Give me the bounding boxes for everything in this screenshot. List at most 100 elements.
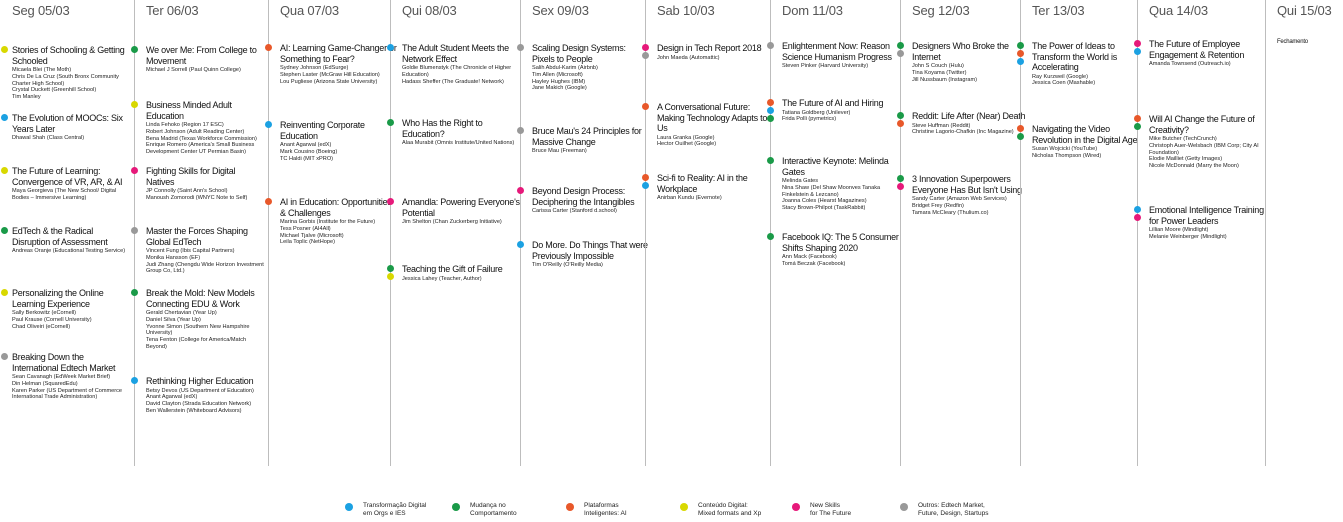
session-title: Will AI Change the Future of Creativity? [1149, 114, 1255, 135]
session: The Future of Employee Engagement & Rete… [1149, 39, 1267, 68]
session: Amandla: Powering Everyone's Potential Ji… [402, 197, 520, 226]
session: A Conversational Future: Making Technolo… [657, 102, 775, 148]
session: Break the Mold: New Models Connecting ED… [146, 288, 264, 351]
category-dot [265, 121, 272, 128]
speakers: Sandy Carter (Amazon Web Services) Bridge… [912, 196, 1030, 216]
speaker: Melanie Weinberger (Mindlight) [1149, 233, 1227, 240]
session-title: Teaching the Gift of Failure [402, 264, 503, 274]
category-dot [897, 175, 904, 182]
speaker: Tatiana Goldberg (Unilever) [782, 109, 851, 116]
category-dot [1, 46, 8, 53]
legend-line: Plataformas [584, 502, 619, 509]
session: Reddit: Life After (Near) Death Steve Huf… [912, 111, 1030, 136]
speakers: Dhawal Shah (Class Central) [12, 135, 130, 142]
legend-dot [680, 503, 688, 511]
legend-label: New Skills for The Future [810, 502, 851, 518]
speaker: Goldie Blumenstyk (The Chronicle of High… [402, 65, 512, 78]
session: Who Has the Right to Education? Alaa Mura… [402, 118, 520, 147]
speakers: Tatiana Goldberg (Unilever) Frida Polli (… [782, 110, 900, 124]
category-dot [767, 115, 774, 122]
speaker: Tess Posner (AI4All) [280, 225, 331, 232]
speaker: Tim Manley [12, 94, 41, 101]
session-title: Reddit: Life After (Near) Death [912, 111, 1026, 121]
speaker: Ray Kurzweil (Google) [1032, 73, 1088, 80]
speakers: Steve Huffman (Reddit) Christine Lagorio-… [912, 123, 1030, 137]
category-dot [897, 42, 904, 49]
session-title: Facebook IQ: The 5 Consumer Shifts Shapi… [782, 232, 899, 253]
session-title: Master the Forces Shaping Global EdTech [146, 226, 248, 247]
speaker: Crystal Duckett (Greenhill School) [12, 87, 97, 94]
speakers: Betsy Devos (US Department of Education)… [146, 388, 264, 415]
session-title: We over Me: From College to Movement [146, 45, 257, 66]
category-dot [131, 289, 138, 296]
speakers: Carissa Carter (Stanford d.school) [532, 208, 650, 215]
category-dot [1017, 50, 1024, 57]
day-header: Ter 13/03 [1032, 3, 1085, 18]
session-title: Emotional Intelligence Training for Powe… [1149, 205, 1264, 226]
speakers: John Maeda (Automattic) [657, 55, 775, 62]
speaker: Tena Fenton (College for America/Match B… [146, 337, 247, 350]
session-title: Enlightenment Now: Reason Science Humani… [782, 41, 892, 62]
legend-line: Mixed formats and Xp [698, 510, 762, 517]
speaker: Tim Allen (Microsoft) [532, 71, 583, 78]
speaker: Tomá Beczak (Facebook) [782, 260, 846, 267]
category-dot [642, 103, 649, 110]
column-divider [520, 0, 521, 466]
speaker: Nicholas Thompson (Wired) [1032, 152, 1102, 159]
speaker: Salih Abdul-Karim (Airbnb) [532, 65, 598, 71]
speaker: Hayley Hughes (IBM) [532, 78, 586, 85]
session-title: Scaling Design Systems: Pixels to People [532, 43, 626, 64]
session-title: The Future of Learning: Convergence of V… [12, 166, 123, 187]
session: The Adult Student Meets the Network Effe… [402, 43, 520, 85]
column-divider [268, 0, 269, 466]
session-title: The Evolution of MOOCs: Six Years Later [12, 113, 123, 134]
session: The Evolution of MOOCs: Six Years Later D… [12, 113, 130, 142]
session-title: 3 Innovation Superpowers Everyone Has Bu… [912, 174, 1022, 195]
speaker: Christine Lagorio-Chafkin (Inc Magazine) [912, 129, 1014, 136]
column-divider [1265, 0, 1266, 466]
speaker: Michael J Sorrell (Paul Quinn College) [146, 67, 241, 73]
speakers: Jim Shelton (Chan Zuckerberg Initiative) [402, 219, 520, 226]
day-header: Qua 07/03 [280, 3, 339, 18]
speaker: Laura Granka (Google) [657, 134, 715, 141]
speaker: Gerald Chertavian (Year Up) [146, 310, 217, 316]
session-title: Interactive Keynote: Melinda Gates [782, 156, 889, 177]
session: Will AI Change the Future of Creativity?… [1149, 114, 1267, 170]
speakers: Vincent Fung (Ibis Capital Partners) Moni… [146, 248, 264, 275]
day-header: Seg 12/03 [912, 3, 970, 18]
speakers: Linda Fehoko (Region 17 ESC) Robert Johns… [146, 122, 264, 156]
speakers: Steven Pinker (Harvard University) [782, 63, 900, 70]
session: Fechamento [1277, 37, 1343, 49]
speaker: Paul Krause (Cornell University) [12, 316, 92, 323]
speaker: John Maeda (Automattic) [657, 54, 720, 61]
session-title: The Power of Ideas to Transform the Worl… [1032, 41, 1118, 72]
legend-line: for The Future [810, 510, 852, 517]
speaker: Robert Johnson (Adult Reading Center) [146, 128, 245, 135]
category-dot [1134, 40, 1141, 47]
legend-label: Conteúdo Digital: Mixed formats and Xp [698, 502, 761, 518]
legend-dot [792, 503, 800, 511]
category-dot [265, 198, 272, 205]
speakers: Tim O'Reilly (O'Reilly Media) [532, 262, 650, 269]
speakers: Mike Butcher (TechCrunch) Christoph Auer-… [1149, 136, 1267, 170]
speakers: Alaa Murabit (Omnis Institute/United Nat… [402, 140, 520, 147]
speakers: Ray Kurzweil (Google) Jessica Coen (Masha… [1032, 74, 1150, 88]
speakers: Sally Berkowitz (eCornell) Paul Krause (C… [12, 310, 130, 330]
speakers: Laura Granka (Google) Hector Ouilhet (Goo… [657, 135, 775, 149]
speaker: John S Couch (Hulu) [912, 63, 964, 69]
category-dot [767, 233, 774, 240]
legend-label: Mudança no Comportamento [470, 502, 517, 518]
speaker: Maya Georgieva (The New School/ Digital … [12, 188, 117, 201]
speaker: Sally Berkowitz (eCornell) [12, 310, 77, 316]
speaker: David Clayton (Strada Education Network) [146, 401, 252, 408]
speakers: Micaela Blei (The Moth) Chris De La Cruz … [12, 67, 130, 101]
speaker: Betsy Devos (US Department of Education) [146, 387, 254, 394]
category-dot [767, 42, 774, 49]
speakers: JP Connolly (Saint Ann's School) Manoush … [146, 188, 264, 202]
speaker: Jill Nussbaum (Instagram) [912, 76, 977, 83]
speaker: Stephen Laster (McGraw Hill Education) [280, 71, 380, 78]
column-divider [1137, 0, 1138, 466]
session-title: AI in Education: Opportunities & Challen… [280, 197, 392, 218]
speaker: Michael Tjalve (Microsoft) [280, 232, 344, 239]
session: AI: Learning Game-Changer or Something t… [280, 43, 398, 85]
